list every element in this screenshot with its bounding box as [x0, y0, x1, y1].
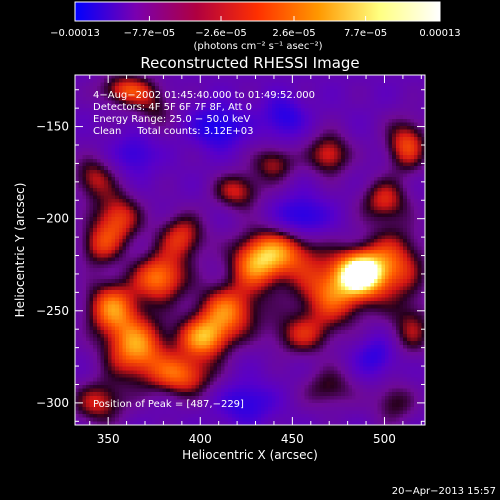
info-line-detectors: Detectors: 4F 5F 6F 7F 8F, Att 0 — [93, 102, 252, 113]
y-tick-label: −150 — [36, 120, 69, 134]
colorbar: −0.00013 −7.7e−05 −2.6e−05 2.6e−05 7.7e−05 0.… — [50, 1, 461, 52]
plot-frame — [74, 74, 426, 426]
y-tick-label: −200 — [36, 212, 69, 226]
render-timestamp: 20−Apr−2013 15:57 — [392, 486, 496, 497]
colorbar-tick-label: 7.7e−05 — [344, 28, 387, 39]
colorbar-tick-label: −7.7e−05 — [124, 28, 176, 39]
colorbar-gradient — [74, 1, 441, 22]
chart-title: Reconstructed RHESSI Image — [140, 54, 359, 72]
peak-position-label: Position of Peak = [487,−229] — [93, 399, 244, 410]
info-block: 4−Aug−2002 01:45:40.000 to 01:49:52.000 … — [93, 90, 315, 137]
colorbar-tick-label: −2.6e−05 — [195, 28, 247, 39]
colorbar-label: (photons cm⁻² s⁻¹ asec⁻²) — [193, 41, 322, 52]
x-axis-label: Heliocentric X (arcsec) — [182, 448, 318, 462]
colorbar-tick-label: 0.00013 — [419, 28, 460, 39]
y-tick-label: −250 — [36, 304, 69, 318]
y-axis-label: Heliocentric Y (arcsec) — [13, 183, 27, 318]
info-line-energy: Energy Range: 25.0 − 50.0 keV — [93, 114, 250, 125]
info-line-time: 4−Aug−2002 01:45:40.000 to 01:49:52.000 — [93, 90, 315, 101]
x-tick-label: 500 — [373, 432, 396, 446]
colorbar-ticks: −0.00013 −7.7e−05 −2.6e−05 2.6e−05 7.7e−05 0.… — [50, 16, 461, 39]
x-tick-label: 350 — [97, 432, 120, 446]
heatmap-image — [75, 75, 425, 425]
axis-ticks: 350 400 450 500 −300 −250 −200 −150 — [36, 75, 425, 446]
y-tick-label: −300 — [36, 396, 69, 410]
x-tick-label: 450 — [281, 432, 304, 446]
info-line-clean: Clean Total counts: 3.12E+03 — [93, 126, 253, 137]
colorbar-tick-label: −0.00013 — [50, 28, 100, 39]
x-tick-label: 400 — [189, 432, 212, 446]
colorbar-tick-label: 2.6e−05 — [272, 28, 315, 39]
